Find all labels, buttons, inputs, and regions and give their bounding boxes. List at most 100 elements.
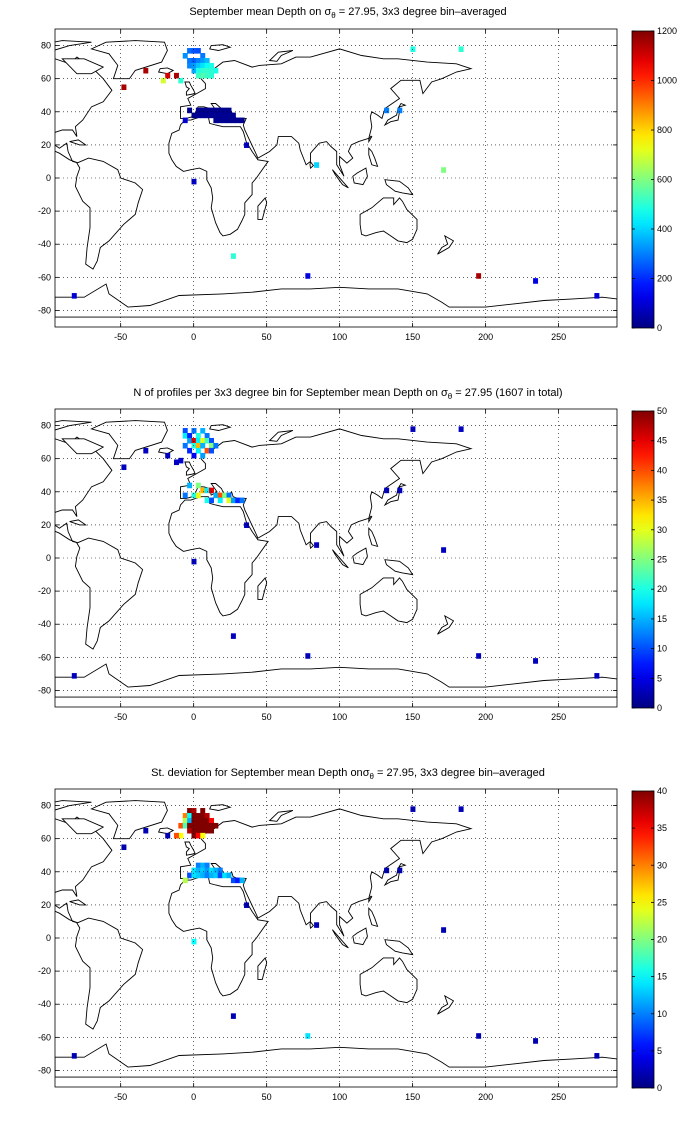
bin-cell-70 (441, 927, 447, 933)
ticks: -50 0 50 100 150 200 250 -80 -60 -40 -20 0 20 40 60 80 (38, 409, 617, 722)
bin-cell-35 (182, 492, 188, 499)
bins (71, 806, 600, 1059)
colorbar-tick-label: 0 (657, 1083, 662, 1093)
x-tick-label: 50 (262, 712, 272, 722)
coastline-22 (61, 818, 105, 835)
bin-cell-21 (209, 442, 214, 449)
bin-cell-60 (235, 877, 241, 884)
bin-cell-11 (187, 437, 193, 444)
bin-cell-2 (165, 832, 171, 839)
coastline-12 (332, 169, 349, 189)
bin-cell-34 (200, 107, 206, 114)
bin-cell-44 (217, 497, 223, 504)
coastline-11 (437, 614, 455, 635)
bin-cell-69 (476, 273, 482, 279)
coastline-12 (332, 549, 349, 569)
coastline-17 (69, 899, 88, 906)
coastline-5 (359, 957, 418, 1004)
bin-cell-71 (305, 1033, 311, 1039)
chart-2-title-sub: θ (447, 392, 453, 402)
x-tick-label: 100 (332, 712, 347, 722)
colorbar-tick-label: 5 (657, 1046, 662, 1056)
x-tick-label: 200 (478, 712, 493, 722)
bin-cell-49 (244, 522, 250, 528)
bin-cell-38 (213, 492, 219, 499)
bin-cell-71 (71, 293, 77, 299)
bin-cell-25 (204, 447, 210, 454)
bin-cell-45 (209, 112, 214, 119)
coastline-6 (55, 283, 617, 318)
bin-cell-73 (476, 1033, 482, 1039)
x-tick-label: 150 (405, 332, 420, 342)
coastline-16 (268, 50, 294, 62)
bin-cell-56 (235, 117, 241, 124)
bin-cell-4 (182, 428, 188, 434)
bin-cell-47 (213, 867, 219, 874)
bin-cell-26 (209, 822, 214, 829)
bin-cell-7 (191, 48, 197, 54)
chart-1-title: September mean Depth on σθ = 27.95, 3x3 … (0, 6, 696, 20)
colorbar-tick-label: 200 (657, 274, 672, 284)
bin-cell-58 (230, 633, 236, 639)
bin-cell-7 (182, 433, 188, 439)
bin-cell-4 (191, 808, 197, 814)
coastline-0 (55, 436, 113, 544)
coastline-20 (368, 907, 379, 928)
bin-cell-16 (209, 437, 214, 444)
bin-cell-52 (200, 872, 206, 879)
coastline-15 (209, 424, 232, 431)
bin-cell-38 (173, 832, 179, 839)
bin-cell-21 (187, 822, 193, 829)
coastline-1 (90, 40, 168, 80)
bin-cell-29 (191, 827, 197, 834)
bin-cell-57 (222, 872, 228, 879)
ticks: -50 0 50 100 150 200 250 -80 -60 -40 -20 0 20 40 60 80 (38, 789, 617, 1102)
bin-cell-72 (230, 1013, 236, 1019)
colorbar-tick-label: 1000 (657, 76, 677, 86)
coastline-9 (157, 67, 175, 75)
colorbar (631, 790, 655, 1089)
bin-cell-11 (204, 813, 210, 819)
bin-cell-15 (195, 817, 201, 824)
coastline-6 (55, 1043, 617, 1078)
bin-cell-20 (182, 822, 188, 829)
chart-1-title-sub: θ (331, 11, 336, 21)
bin-cell-37 (195, 492, 201, 499)
bin-cell-52 (217, 117, 223, 124)
bin-cell-17 (182, 442, 188, 449)
bin-cell-19 (195, 442, 201, 449)
coastline-0 (55, 56, 113, 164)
y-tick-label: -20 (38, 206, 51, 216)
bin-cell-20 (209, 62, 214, 69)
colorbar-tick-label: 40 (657, 465, 667, 475)
grid (55, 29, 617, 327)
bin-cell-42 (204, 497, 210, 504)
plot-area (55, 40, 617, 318)
chart-3-title-prefix: St. deviation for September mean Depth o… (151, 767, 363, 779)
bin-cell-32 (204, 827, 210, 834)
bin-cell-11 (191, 57, 197, 64)
bin-cell-55 (230, 117, 236, 124)
colorbar-tick-label: 50 (657, 406, 667, 416)
bin-cell-61 (239, 877, 245, 884)
bin-cell-49 (226, 112, 232, 119)
y-tick-label: -20 (38, 966, 51, 976)
colorbar-tick-label: 800 (657, 125, 672, 135)
bin-cell-8 (195, 48, 201, 54)
colorbar-ticks: 0 200 400 600 800 1000 1200 (632, 26, 677, 333)
bin-cell-42 (195, 112, 201, 119)
bin-cell-0 (121, 844, 127, 851)
bin-cell-37 (213, 107, 219, 114)
x-tick-label: 100 (332, 332, 347, 342)
bin-cell-19 (204, 62, 210, 69)
y-tick-label: -60 (38, 652, 51, 662)
y-tick-label: -40 (38, 619, 51, 629)
chart-2-title-prefix: N of profiles per 3x3 degree bin for Sep… (133, 387, 441, 399)
bin-cell-43 (209, 497, 214, 504)
colorbar-tick-label: 20 (657, 935, 667, 945)
bin-cell-36 (209, 107, 214, 114)
coastline-5 (359, 197, 418, 244)
bin-cell-27 (191, 452, 197, 459)
bin-cell-28 (187, 827, 193, 834)
bin-cell-54 (397, 487, 403, 494)
